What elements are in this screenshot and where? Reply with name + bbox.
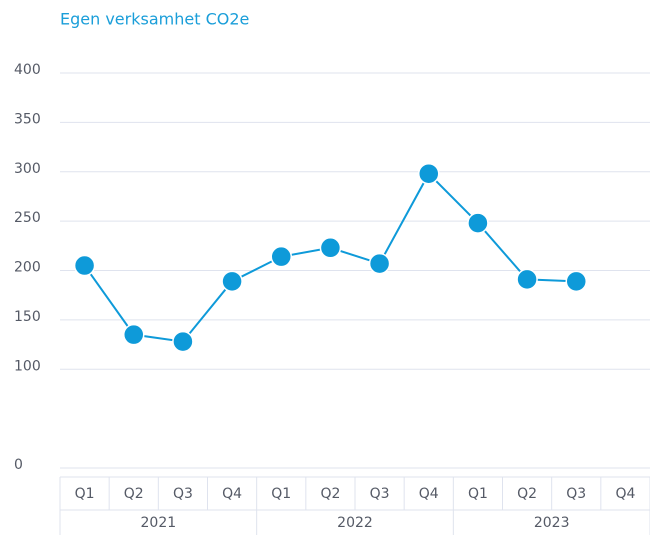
x-tick-label: Q3 [370,486,390,502]
x-tick-label: Q4 [222,486,242,502]
x-tick-label: Q1 [75,486,95,502]
group-label: 2021 [141,515,177,531]
y-tick-label: 200 [14,260,41,276]
point [319,237,342,259]
point [565,270,587,293]
x-tick-label: Q1 [468,486,488,502]
y-tick-label: 400 [14,62,41,78]
y-tick-label: 100 [14,358,41,374]
y-tick-label: 350 [14,111,41,127]
point [123,323,145,346]
point [270,245,292,268]
y-tick-label: 150 [14,309,41,325]
point [516,268,538,291]
y-tick-label: 300 [14,161,41,177]
group-label: 2022 [337,515,373,531]
point [467,212,489,234]
point [368,252,391,275]
x-tick-label: Q4 [419,486,439,502]
x-tick-label: Q1 [271,486,291,502]
point [73,254,96,277]
point [172,330,194,353]
x-tick-label: Q3 [566,486,586,502]
x-tick-label: Q4 [615,486,635,502]
y-tick-label: 0 [14,457,23,473]
point [418,162,440,185]
x-tick-label: Q2 [124,486,144,502]
x-tick-label: Q3 [173,486,193,502]
x-tick-label: Q2 [517,486,537,502]
chart-title: Egen verksamhet CO2e [60,10,249,29]
group-label: 2023 [534,515,570,531]
point [221,270,243,293]
x-tick-label: Q2 [320,486,340,502]
y-tick-label: 250 [14,210,41,226]
